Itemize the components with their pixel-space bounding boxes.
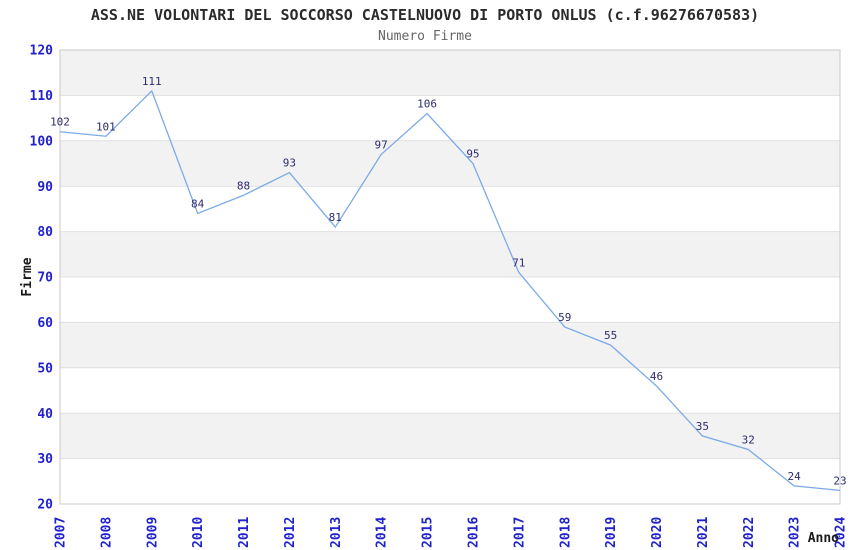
y-tick-label: 30	[37, 452, 53, 467]
chart-subtitle: Numero Firme	[378, 29, 472, 44]
y-axis-title: Firme	[20, 257, 35, 296]
x-tick-label: 2020	[650, 517, 665, 548]
x-tick-label: 2016	[466, 517, 481, 548]
plot-band	[60, 322, 840, 368]
x-tick-label: 2007	[54, 517, 69, 548]
x-tick-label: 2017	[512, 517, 527, 548]
plot-band	[60, 367, 840, 414]
y-tick-label: 70	[37, 271, 53, 286]
data-label: 71	[512, 256, 525, 269]
y-tick-label: 100	[30, 134, 54, 149]
data-label: 95	[466, 148, 479, 161]
x-tick-label: 2022	[742, 517, 757, 548]
y-tick-label: 120	[30, 44, 54, 59]
data-label: 111	[142, 75, 162, 88]
x-tick-label: 2008	[99, 517, 114, 548]
plot-band	[60, 95, 840, 141]
data-label: 23	[833, 474, 846, 487]
y-tick-label: 40	[37, 407, 53, 422]
data-label: 32	[742, 434, 755, 447]
plot-band	[60, 231, 840, 277]
x-axis-title: Anno	[808, 531, 839, 546]
data-label: 101	[96, 120, 116, 133]
data-label: 97	[375, 138, 388, 151]
plot-band	[60, 458, 840, 504]
plot-border	[59, 49, 841, 505]
plot-band	[60, 413, 840, 459]
x-tick-label: 2024	[834, 517, 849, 548]
x-tick-label: 2014	[375, 517, 390, 548]
plot-band	[60, 140, 840, 187]
data-label: 88	[237, 179, 250, 192]
data-label: 102	[50, 116, 70, 129]
data-line	[59, 89, 841, 492]
x-tick-label: 2015	[421, 517, 436, 548]
y-tick-label: 90	[37, 180, 53, 195]
chart-title: ASS.NE VOLONTARI DEL SOCCORSO CASTELNUOV…	[90, 6, 760, 24]
x-tick-label: 2012	[283, 517, 298, 548]
x-tick-label: 2010	[191, 517, 206, 548]
data-label: 81	[329, 211, 342, 224]
x-tick-label: 2019	[604, 517, 619, 548]
x-tick-label: 2021	[696, 517, 711, 548]
plot-band	[60, 50, 840, 96]
data-label: 24	[787, 470, 801, 483]
y-tick-label: 80	[37, 225, 53, 240]
y-tick-label: 110	[30, 89, 54, 104]
x-tick-label: 2009	[145, 517, 160, 548]
x-tick-label: 2011	[237, 517, 252, 548]
data-label: 35	[696, 420, 709, 433]
data-label: 46	[650, 370, 663, 383]
plot-band	[60, 277, 840, 323]
y-tick-label: 50	[37, 361, 53, 376]
y-tick-label: 60	[37, 316, 53, 331]
data-label: 106	[417, 98, 437, 111]
data-label: 59	[558, 311, 571, 324]
x-tick-label: 2023	[788, 517, 803, 548]
x-tick-label: 2013	[329, 517, 344, 548]
y-tick-label: 20	[37, 498, 53, 513]
x-tick-label: 2018	[558, 517, 573, 548]
data-label: 84	[191, 197, 205, 210]
data-label: 93	[283, 157, 296, 170]
data-label: 55	[604, 329, 617, 342]
plot-band	[60, 186, 840, 232]
